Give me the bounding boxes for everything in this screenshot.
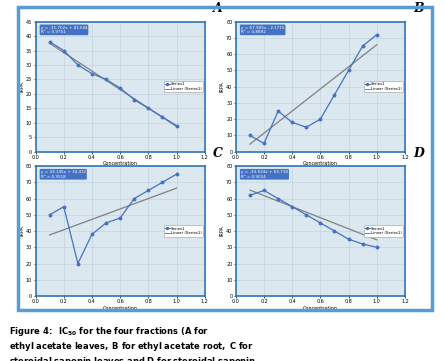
Legend: Series1, Linear (Series1): Series1, Linear (Series1): [164, 226, 203, 236]
Y-axis label: IRPA: IRPA: [20, 81, 24, 92]
Text: y = -33.524x + 65.718
R² = 0.9024: y = -33.524x + 65.718 R² = 0.9024: [241, 170, 288, 179]
Legend: Series1, Linear (Series1): Series1, Linear (Series1): [364, 81, 403, 92]
Y-axis label: IRPA: IRPA: [20, 226, 24, 236]
Text: D: D: [413, 147, 424, 160]
X-axis label: Concentration: Concentration: [103, 306, 138, 311]
Legend: Series1, Linear (Series1): Series1, Linear (Series1): [364, 226, 403, 236]
Text: y = 32.145x + 34.412
R² = 0.3518: y = 32.145x + 34.412 R² = 0.3518: [40, 170, 86, 179]
Y-axis label: IRPA: IRPA: [220, 226, 225, 236]
Text: B: B: [413, 2, 424, 15]
Y-axis label: IRPA: IRPA: [220, 81, 225, 92]
Legend: Series1, Linear (Series1): Series1, Linear (Series1): [164, 81, 203, 92]
Text: y = -31.702x + 41.644
R² = 0.9751: y = -31.702x + 41.644 R² = 0.9751: [40, 26, 87, 34]
X-axis label: Concentration: Concentration: [303, 306, 338, 311]
Text: A: A: [213, 2, 223, 15]
Text: y = 67.905x - 2.1715
R² = 0.8892: y = 67.905x - 2.1715 R² = 0.8892: [241, 26, 284, 34]
Text: C: C: [213, 147, 223, 160]
Text: $\mathbf{Figure\ 4\!:}$  $\mathbf{IC_{50}}$ $\mathbf{for\ the\ four\ fractions\ : $\mathbf{Figure\ 4\!:}$ $\mathbf{IC_{50}…: [9, 325, 256, 361]
X-axis label: Concentration: Concentration: [103, 161, 138, 166]
X-axis label: Concentration: Concentration: [303, 161, 338, 166]
